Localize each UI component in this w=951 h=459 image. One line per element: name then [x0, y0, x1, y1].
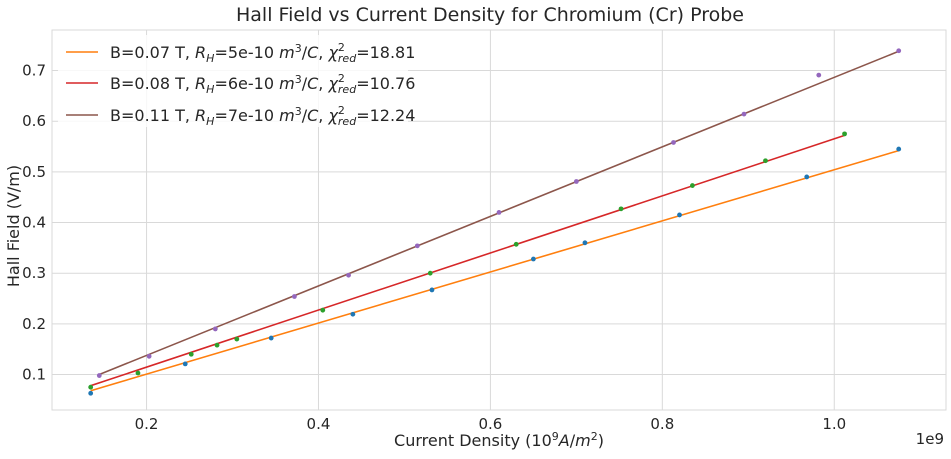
data-point-series-1 [268, 335, 274, 341]
data-point-series-1 [677, 212, 682, 218]
data-point-series-1 [182, 361, 188, 367]
fit-line-series-2 [90, 134, 845, 387]
fit-line-series-1 [90, 149, 899, 392]
data-point-series-1 [582, 240, 588, 246]
data-point-series-3 [146, 353, 152, 359]
data-point-series-1 [350, 311, 356, 317]
y-tick-label: 0.1 [22, 366, 46, 384]
data-point-series-2 [188, 351, 194, 357]
data-point-series-2 [135, 370, 141, 376]
x-tick-label: 0.2 [135, 415, 159, 433]
data-point-series-1 [429, 287, 435, 293]
x-axis-offset-label: 1e9 [916, 430, 944, 448]
x-tick-label: 0.6 [478, 415, 502, 433]
data-point-series-2 [618, 206, 624, 212]
data-point-series-2 [690, 183, 695, 188]
y-axis-label: Hall Field (V/m) [4, 165, 23, 287]
plot-frame [51, 29, 947, 411]
legend-label-b007: B=0.07 T, RH=5e-10 m3/C, χ2 red=18.81 [110, 41, 415, 65]
legend-label-b011: B=0.11 T, RH=7e-10 m3/C, χ2 red=12.24 [110, 104, 415, 128]
data-point-series-3 [671, 140, 676, 145]
data-point-series-2 [214, 342, 220, 348]
data-point-series-1 [530, 256, 536, 262]
data-point-series-3 [96, 373, 102, 378]
x-tick-label: 0.4 [307, 415, 331, 433]
chart-title: Hall Field vs Current Density for Chromi… [236, 4, 744, 26]
data-point-series-2 [763, 158, 768, 164]
data-point-series-3 [573, 179, 579, 184]
data-point-series-3 [212, 326, 218, 332]
data-point-series-3 [346, 272, 351, 278]
data-point-series-2 [234, 336, 240, 342]
y-tick-label: 0.5 [22, 163, 46, 181]
x-tick-label: 1.0 [822, 415, 846, 433]
y-tick-label: 0.7 [22, 62, 46, 80]
legend: B=0.07 T, RH=5e-10 m3/C, χ2 red=18.81 B=0… [58, 35, 415, 128]
legend-frame [58, 35, 408, 127]
data-point-series-3 [896, 48, 902, 54]
y-tick-label: 0.6 [22, 112, 46, 130]
data-point-series-3 [414, 243, 420, 249]
y-tick-label: 0.4 [22, 214, 46, 232]
data-point-series-2 [842, 131, 847, 137]
data-point-series-3 [496, 210, 502, 215]
x-axis-label: Current Density (109A/m2) [394, 430, 604, 450]
data-point-series-2 [427, 270, 433, 276]
data-point-series-2 [88, 384, 94, 390]
data-point-series-3 [292, 294, 297, 299]
data-point-series-3 [816, 72, 822, 78]
axis-ticks: 0.2 0.4 0.6 0.8 1.0 0.1 0.2 0.3 0.4 0.5 0.6 0.7 [22, 62, 846, 433]
legend-label-b008: B=0.08 T, RH=6e-10 m3/C, χ2 red=10.76 [110, 72, 415, 96]
y-tick-label: 0.3 [22, 264, 46, 282]
data-point-series-1 [804, 174, 810, 180]
data-points [88, 48, 902, 396]
data-point-series-1 [88, 390, 94, 396]
data-point-series-1 [896, 146, 902, 152]
data-point-series-2 [513, 241, 519, 247]
data-point-series-3 [741, 111, 747, 117]
x-tick-label: 0.8 [650, 415, 674, 433]
data-point-series-2 [320, 307, 326, 313]
y-tick-label: 0.2 [22, 315, 46, 333]
